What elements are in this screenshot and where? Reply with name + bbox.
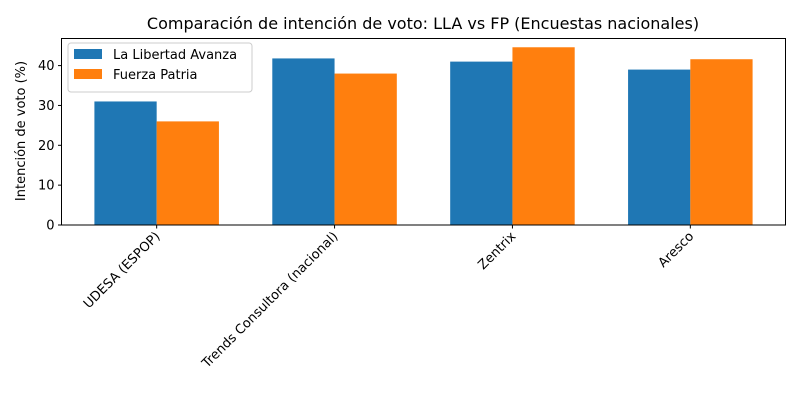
bar-fp-1: [334, 73, 397, 225]
bar-fp-2: [512, 47, 575, 226]
y-axis-ticks: 0 10 20 30 40: [38, 59, 62, 234]
y-axis-label: Intención de voto (%): [14, 61, 29, 201]
x-tick-label: Aresco: [656, 229, 698, 271]
bar-lla-2: [450, 61, 513, 225]
y-tick-label: 20: [38, 139, 55, 154]
legend-swatch: [74, 69, 102, 79]
bar-lla-3: [628, 69, 691, 225]
chart-title: Comparación de intención de voto: LLA vs…: [147, 14, 699, 33]
y-tick-label: 40: [38, 59, 55, 74]
legend-swatch: [74, 49, 102, 59]
bars-group: [94, 47, 753, 226]
y-tick-label: 30: [38, 99, 55, 114]
x-axis-ticks: UDESA (ESPOP) Trends Consultora (nacional…: [81, 225, 697, 372]
bar-fp-3: [690, 59, 753, 225]
legend: La Libertad Avanza Fuerza Patria: [67, 42, 253, 93]
bar-fp-0: [156, 121, 219, 225]
plot-frame: [61, 38, 786, 226]
legend-box: [67, 42, 253, 93]
x-tick-label: UDESA (ESPOP): [81, 229, 164, 312]
legend-label: Fuerza Patria: [113, 68, 198, 83]
y-tick-label: 0: [46, 219, 54, 234]
x-tick-label: Zentrix: [476, 229, 520, 273]
bar-lla-1: [272, 58, 335, 225]
x-tick-label: Trends Consultora (nacional): [199, 229, 342, 372]
legend-label: La Libertad Avanza: [113, 48, 237, 63]
bar-lla-0: [94, 101, 157, 225]
y-tick-label: 10: [38, 179, 55, 194]
